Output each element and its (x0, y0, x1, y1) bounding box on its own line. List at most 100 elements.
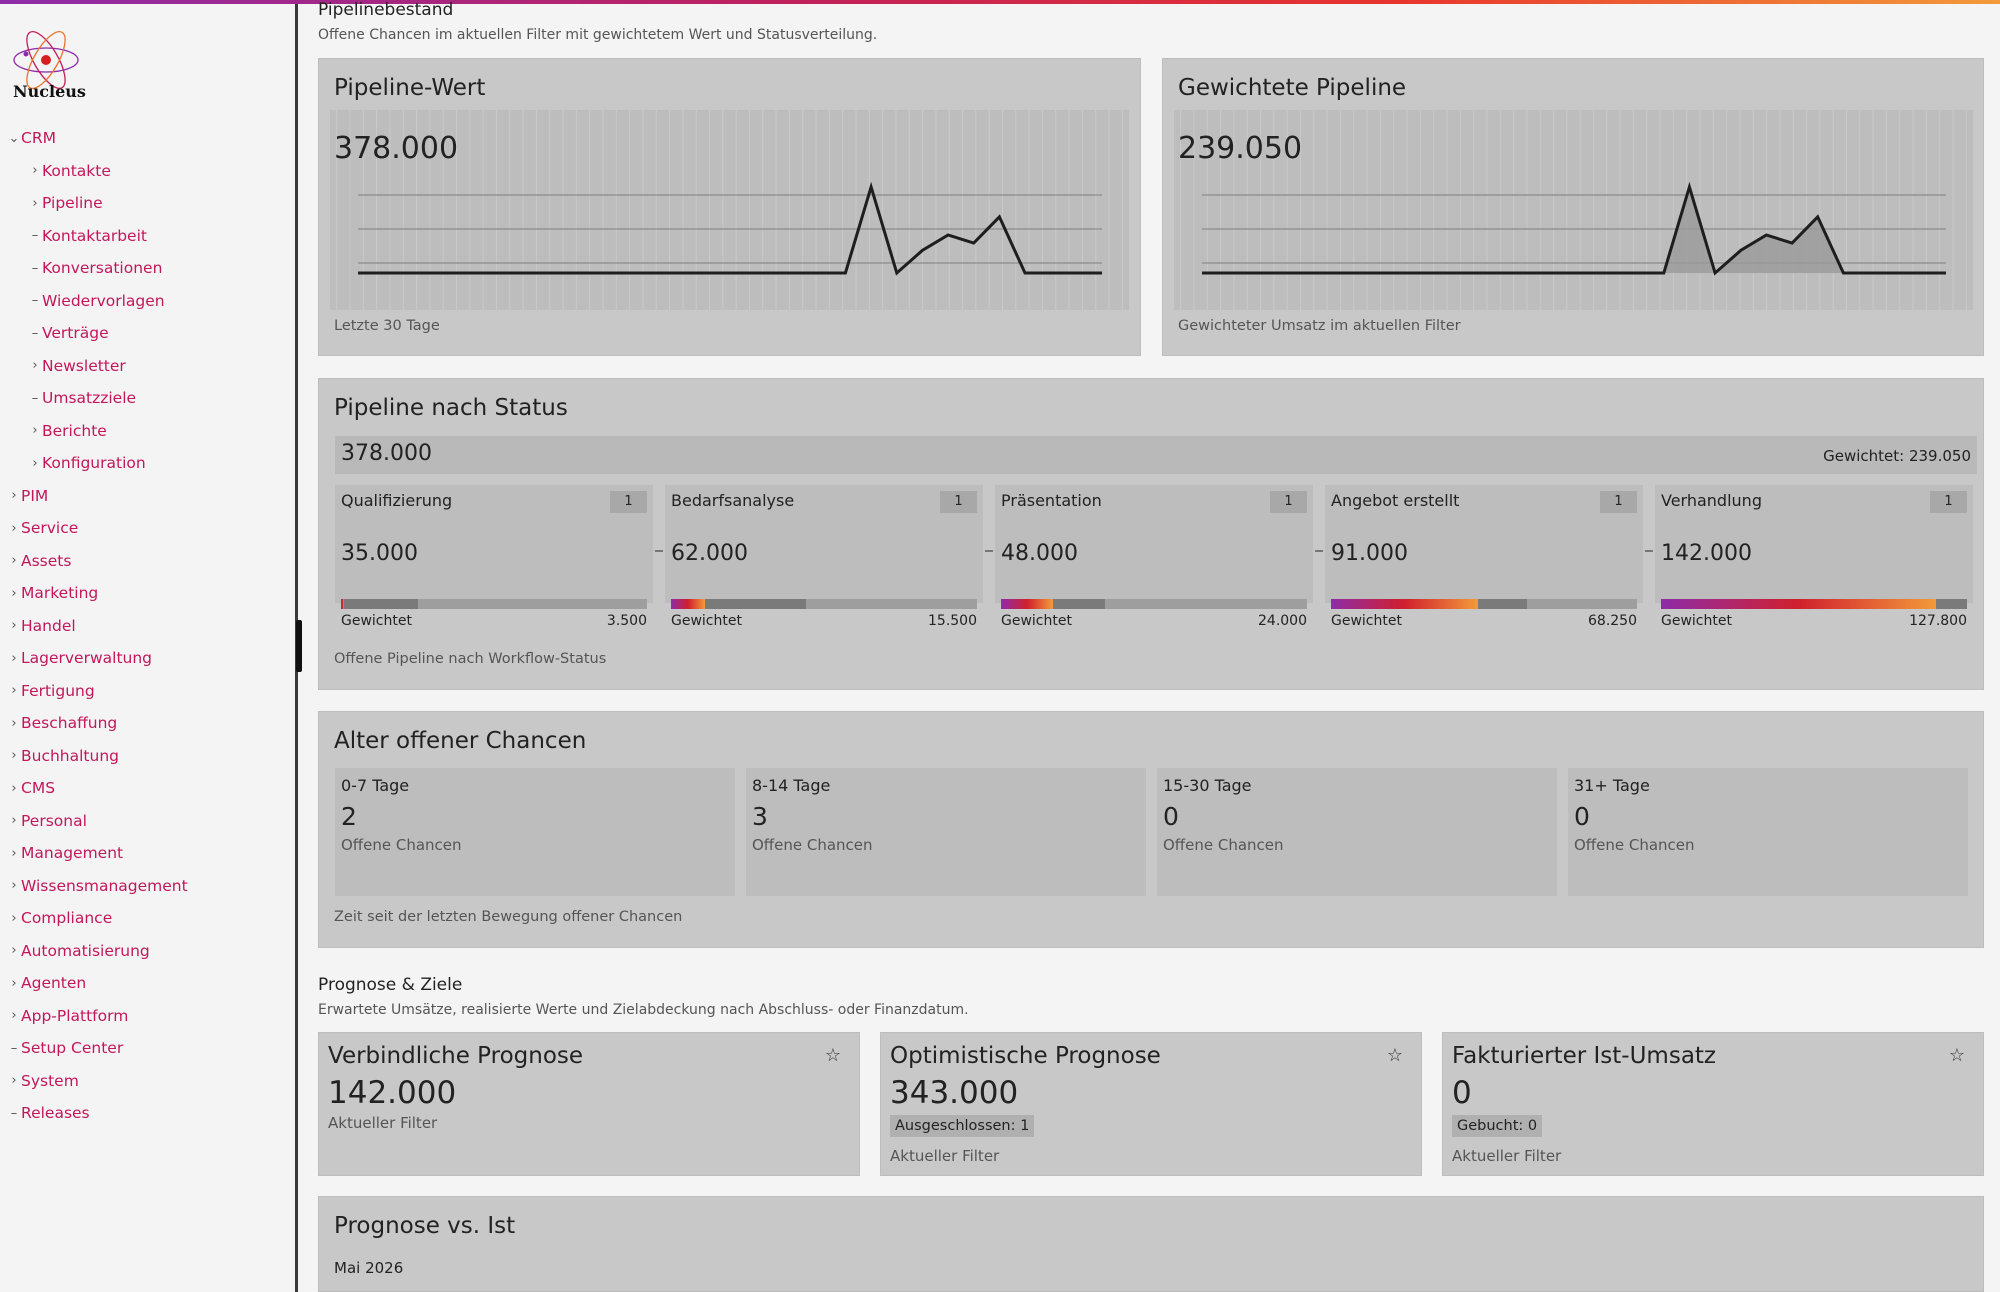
stage-name: Qualifizierung (341, 491, 453, 510)
age-bucket-count: 0 (1163, 802, 1179, 831)
status-total-value: 378.000 (341, 441, 432, 466)
age-bucket-card[interactable]: 8-14 Tage 3 Offene Chancen (746, 768, 1146, 896)
chevron-right-icon: › (11, 878, 17, 894)
chart-plot-area (330, 110, 1129, 310)
stage-amount: 48.000 (1001, 541, 1078, 566)
chevron-right-icon: › (11, 813, 17, 829)
brand-name: Nucleus (13, 82, 86, 101)
sidebar-item-umsatzziele[interactable]: – Umsatzziele (0, 382, 295, 415)
weighted-label: Gewichtet (1331, 613, 1402, 629)
sidebar-item-verträge[interactable]: – Verträge (0, 317, 295, 350)
status-stage-card[interactable]: Präsentation 1 48.000 Gewichtet 24.000 (995, 485, 1313, 629)
stage-weighted-fill (671, 599, 705, 609)
sidebar-item-label: Service (21, 519, 79, 538)
chevron-right-icon: › (11, 943, 17, 959)
sidebar-item-konversationen[interactable]: – Konversationen (0, 252, 295, 285)
sidebar-item-label: Newsletter (42, 356, 126, 375)
stage-name: Angebot erstellt (1331, 491, 1460, 510)
sidebar-item-berichte[interactable]: › Berichte (0, 415, 295, 448)
age-bucket-label: 31+ Tage (1574, 776, 1650, 795)
opportunity-age-card: Alter offener Chancen 0-7 Tage 2 Offene Ch… (318, 711, 1984, 948)
sidebar-item-pipeline[interactable]: › Pipeline (0, 187, 295, 220)
sidebar-item-buchhaltung[interactable]: › Buchhaltung (0, 740, 295, 773)
stage-count-badge: 1 (1270, 491, 1307, 513)
sidebar-item-compliance[interactable]: › Compliance (0, 902, 295, 935)
sidebar-item-lagerverwaltung[interactable]: › Lagerverwaltung (0, 642, 295, 675)
sidebar-item-app-plattform[interactable]: › App-Plattform (0, 1000, 295, 1033)
weighted-pipeline-card: Gewichtete Pipeline 239.050 Gewichteter … (1162, 58, 1984, 356)
sidebar-item-agenten[interactable]: › Agenten (0, 967, 295, 1000)
sidebar-resize-handle[interactable] (296, 620, 302, 672)
sidebar-item-wissensmanagement[interactable]: › Wissensmanagement (0, 870, 295, 903)
star-icon[interactable]: ☆ (824, 1045, 841, 1066)
sidebar-item-newsletter[interactable]: › Newsletter (0, 350, 295, 383)
sidebar-item-label: Setup Center (21, 1039, 124, 1058)
chevron-right-icon: › (11, 488, 17, 504)
star-icon[interactable]: ☆ (1948, 1045, 1965, 1066)
star-icon[interactable]: ☆ (1386, 1045, 1403, 1066)
sidebar-item-beschaffung[interactable]: › Beschaffung (0, 707, 295, 740)
weighted-label: Gewichtet (341, 613, 412, 629)
sidebar-item-fertigung[interactable]: › Fertigung (0, 675, 295, 708)
chevron-right-icon: › (11, 748, 17, 764)
chevron-right-icon: › (11, 683, 17, 699)
sidebar-item-personal[interactable]: › Personal (0, 805, 295, 838)
sidebar-item-marketing[interactable]: › Marketing (0, 577, 295, 610)
pipeline-section-subtitle: Offene Chancen im aktuellen Filter mit g… (318, 27, 878, 43)
chevron-right-icon: › (32, 195, 38, 211)
forecast-card-footer: Aktueller Filter (1452, 1147, 1562, 1165)
age-bucket-sub: Offene Chancen (1163, 836, 1284, 854)
forecast-card-tag: Gebucht: 0 (1452, 1115, 1543, 1137)
sidebar-item-pim[interactable]: › PIM (0, 480, 295, 513)
chevron-right-icon: › (11, 520, 17, 536)
stage-amount-fill (1001, 599, 1106, 609)
sidebar-item-handel[interactable]: › Handel (0, 610, 295, 643)
sidebar-item-konfiguration[interactable]: › Konfiguration (0, 447, 295, 480)
age-bucket-sub: Offene Chancen (752, 836, 873, 854)
sidebar-item-cms[interactable]: › CMS (0, 772, 295, 805)
sidebar-item-label: System (21, 1071, 79, 1090)
pipeline-value-chart (330, 110, 1129, 310)
card-footer: Offene Pipeline nach Workflow-Status (334, 651, 607, 667)
forecast-card-tag: Ausgeschlossen: 1 (890, 1115, 1035, 1137)
sidebar-item-crm[interactable]: ⌄ CRM (0, 122, 295, 155)
age-bucket-card[interactable]: 0-7 Tage 2 Offene Chancen (335, 768, 735, 896)
sidebar-item-label: Wissensmanagement (21, 876, 188, 895)
sidebar-item-releases[interactable]: – Releases (0, 1097, 295, 1130)
age-bucket-card[interactable]: 15-30 Tage 0 Offene Chancen (1157, 768, 1557, 896)
card-title: Prognose vs. Ist (334, 1213, 516, 1239)
forecast-card: Verbindliche Prognose ☆ 142.000 Aktueller F… (318, 1032, 860, 1176)
top-accent-bar (0, 0, 2000, 4)
sidebar-item-system[interactable]: › System (0, 1065, 295, 1098)
sidebar-item-kontaktarbeit[interactable]: – Kontaktarbeit (0, 220, 295, 253)
status-stage-card[interactable]: Verhandlung 1 142.000 Gewichtet 127.800 (1655, 485, 1973, 629)
age-bucket-card[interactable]: 31+ Tage 0 Offene Chancen (1568, 768, 1968, 896)
status-stage-card[interactable]: Qualifizierung 1 35.000 Gewichtet 3.500 (335, 485, 653, 629)
sidebar-item-service[interactable]: › Service (0, 512, 295, 545)
chevron-right-icon: › (11, 845, 17, 861)
sidebar-item-kontakte[interactable]: › Kontakte (0, 155, 295, 188)
chevron-right-icon: › (11, 715, 17, 731)
sidebar-nav: ⌄ CRM › Kontakte › Pipeline – Kontaktarbeit – Kon… (0, 122, 295, 1130)
chevron-right-icon: › (11, 618, 17, 634)
chart-series-line (358, 181, 1102, 276)
dash-icon: – (31, 228, 39, 244)
weighted-pipeline-value: 239.050 (1178, 131, 1303, 166)
card-title: Alter offener Chancen (334, 728, 587, 754)
sidebar-item-management[interactable]: › Management (0, 837, 295, 870)
sidebar-item-automatisierung[interactable]: › Automatisierung (0, 935, 295, 968)
sidebar-item-wiedervorlagen[interactable]: – Wiedervorlagen (0, 285, 295, 318)
sidebar-item-label: Assets (21, 551, 72, 570)
stage-progress-bar (671, 599, 977, 609)
chart-plot-area (1174, 110, 1973, 310)
sidebar-item-setup-center[interactable]: – Setup Center (0, 1032, 295, 1065)
stage-name: Präsentation (1001, 491, 1102, 510)
status-stage-card[interactable]: Angebot erstellt 1 91.000 Gewichtet 68.250 (1325, 485, 1643, 629)
age-bucket-count: 3 (752, 802, 768, 831)
sidebar-item-label: Konversationen (42, 259, 163, 278)
sidebar-item-label: Compliance (21, 909, 113, 928)
status-stage-card[interactable]: Bedarfsanalyse 1 62.000 Gewichtet 15.500 (665, 485, 983, 629)
sidebar-item-label: Personal (21, 811, 87, 830)
forecast-card-footer: Aktueller Filter (328, 1114, 438, 1132)
sidebar-item-assets[interactable]: › Assets (0, 545, 295, 578)
